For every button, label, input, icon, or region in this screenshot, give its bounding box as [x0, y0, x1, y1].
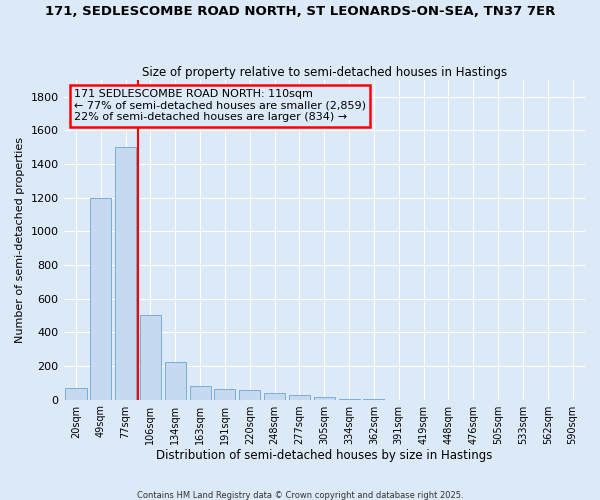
Bar [239, 390, 260, 400]
Bar [115, 147, 136, 400]
Bar [140, 316, 161, 400]
Text: Contains HM Land Registry data © Crown copyright and database right 2025.: Contains HM Land Registry data © Crown c… [137, 490, 463, 500]
Bar [214, 388, 235, 400]
Bar [65, 388, 86, 400]
Text: 171 SEDLESCOMBE ROAD NORTH: 110sqm
← 77% of semi-detached houses are smaller (2,: 171 SEDLESCOMBE ROAD NORTH: 110sqm ← 77%… [74, 90, 366, 122]
Bar [264, 393, 285, 400]
X-axis label: Distribution of semi-detached houses by size in Hastings: Distribution of semi-detached houses by … [156, 450, 493, 462]
Bar [314, 397, 335, 400]
Bar [190, 386, 211, 400]
Bar [289, 396, 310, 400]
Text: 171, SEDLESCOMBE ROAD NORTH, ST LEONARDS-ON-SEA, TN37 7ER: 171, SEDLESCOMBE ROAD NORTH, ST LEONARDS… [45, 5, 555, 18]
Bar [90, 198, 112, 400]
Bar [338, 398, 359, 400]
Bar [165, 362, 186, 400]
Y-axis label: Number of semi-detached properties: Number of semi-detached properties [15, 136, 25, 342]
Title: Size of property relative to semi-detached houses in Hastings: Size of property relative to semi-detach… [142, 66, 507, 78]
